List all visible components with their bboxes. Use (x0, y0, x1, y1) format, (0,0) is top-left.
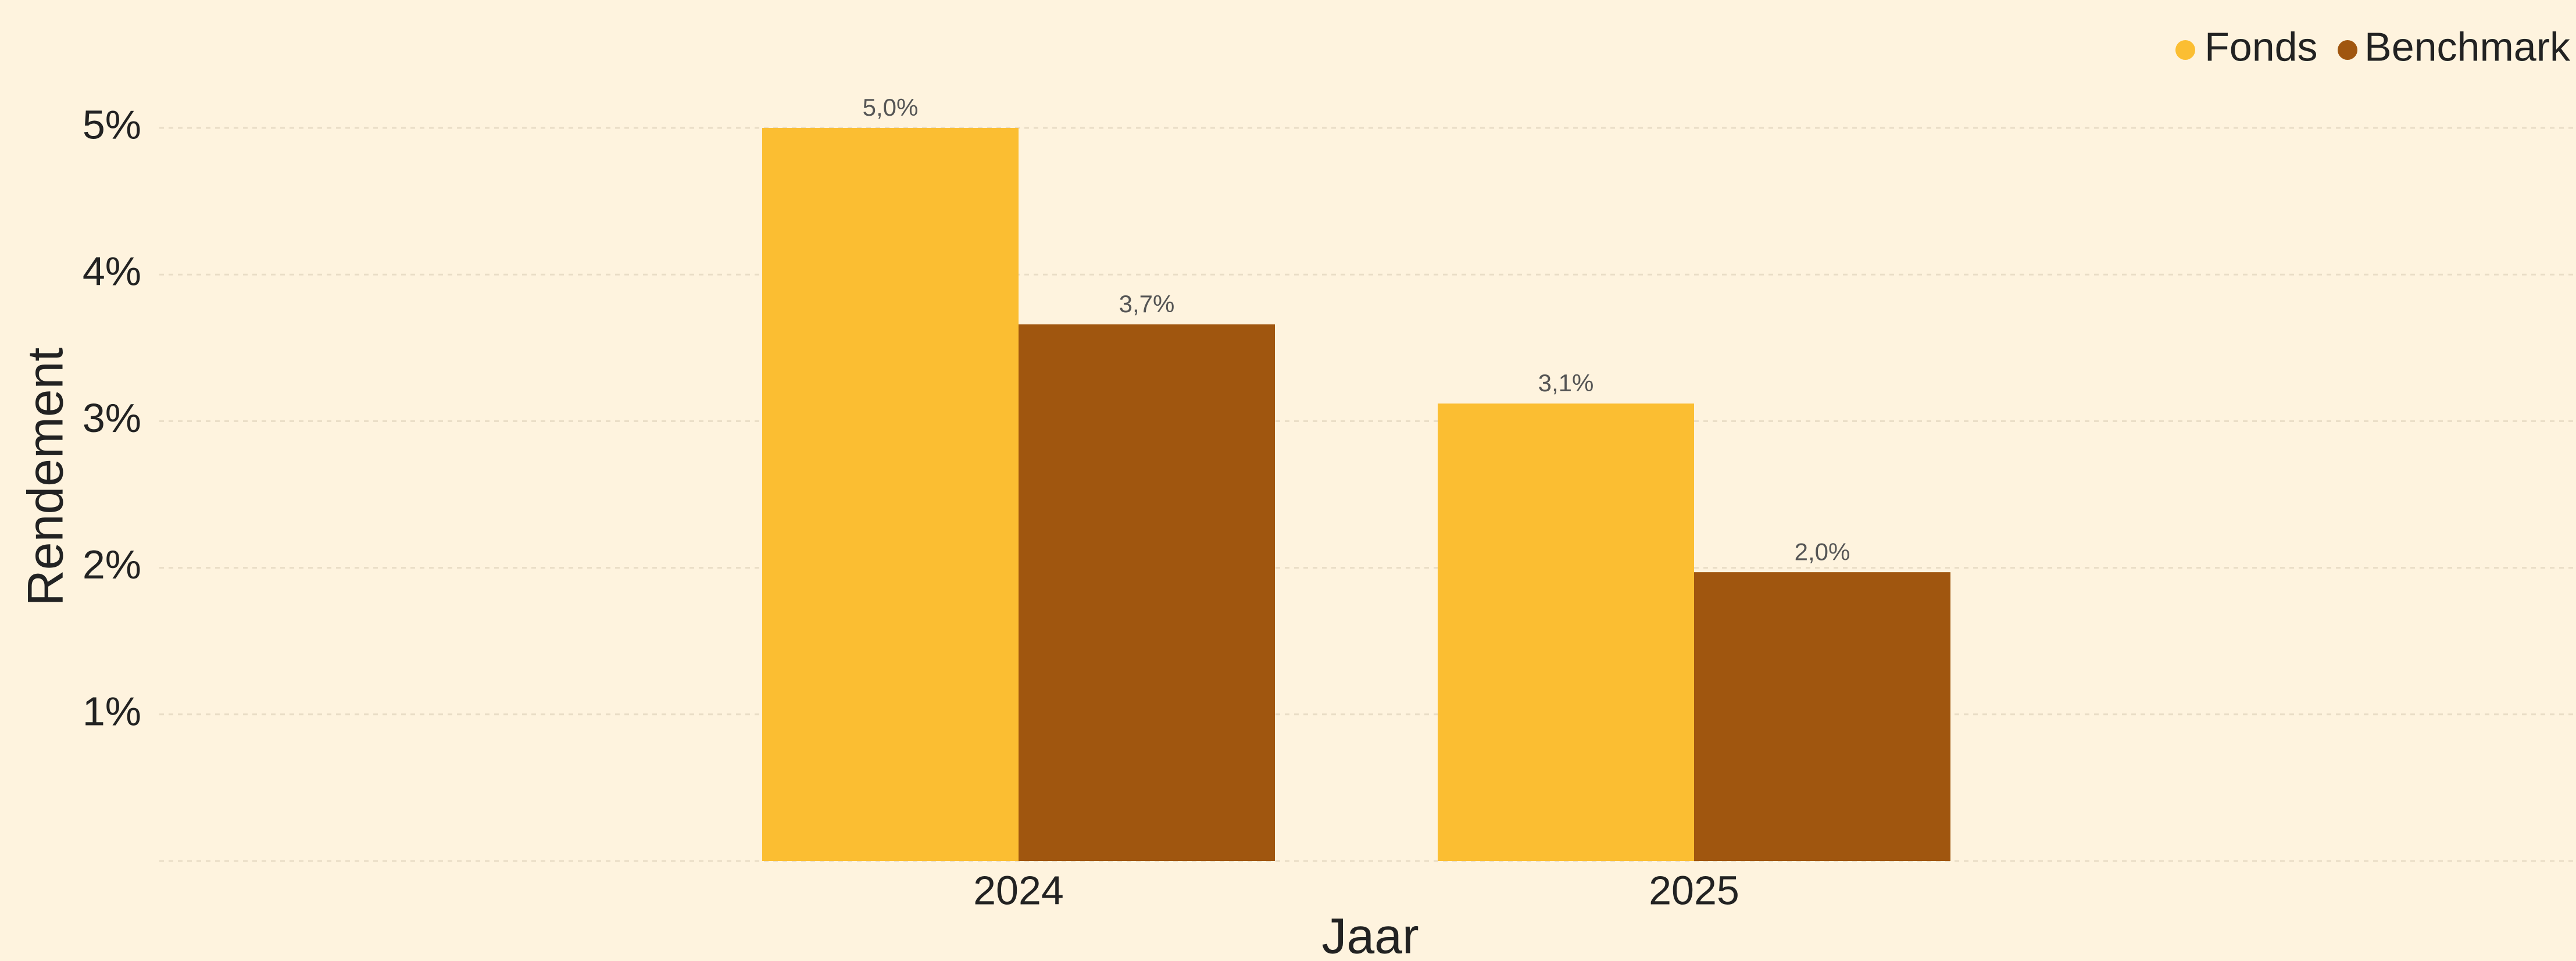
y-tick-label: 2% (83, 542, 141, 587)
y-axis-title: Rendement (18, 348, 74, 606)
bar (1438, 403, 1694, 861)
bar (762, 128, 1019, 861)
bar (1694, 572, 1950, 861)
x-axis-title: Jaar (1321, 909, 1419, 961)
y-tick-label: 4% (83, 249, 141, 294)
value-label: 3,1% (1538, 369, 1594, 396)
value-label: 2,0% (1795, 538, 1850, 565)
y-tick-label: 1% (83, 688, 141, 734)
legend-label: Benchmark (2364, 24, 2571, 69)
value-label: 3,7% (1119, 290, 1175, 317)
y-tick-label: 3% (83, 395, 141, 441)
bar (1019, 324, 1275, 861)
x-tick-label: 2025 (1649, 867, 1739, 913)
legend-marker (2338, 40, 2357, 60)
legend-marker (2175, 40, 2195, 60)
x-tick-label: 2024 (973, 867, 1064, 913)
value-label: 5,0% (863, 94, 919, 121)
y-tick-label: 5% (83, 102, 141, 147)
legend-label: Fonds (2205, 24, 2318, 69)
